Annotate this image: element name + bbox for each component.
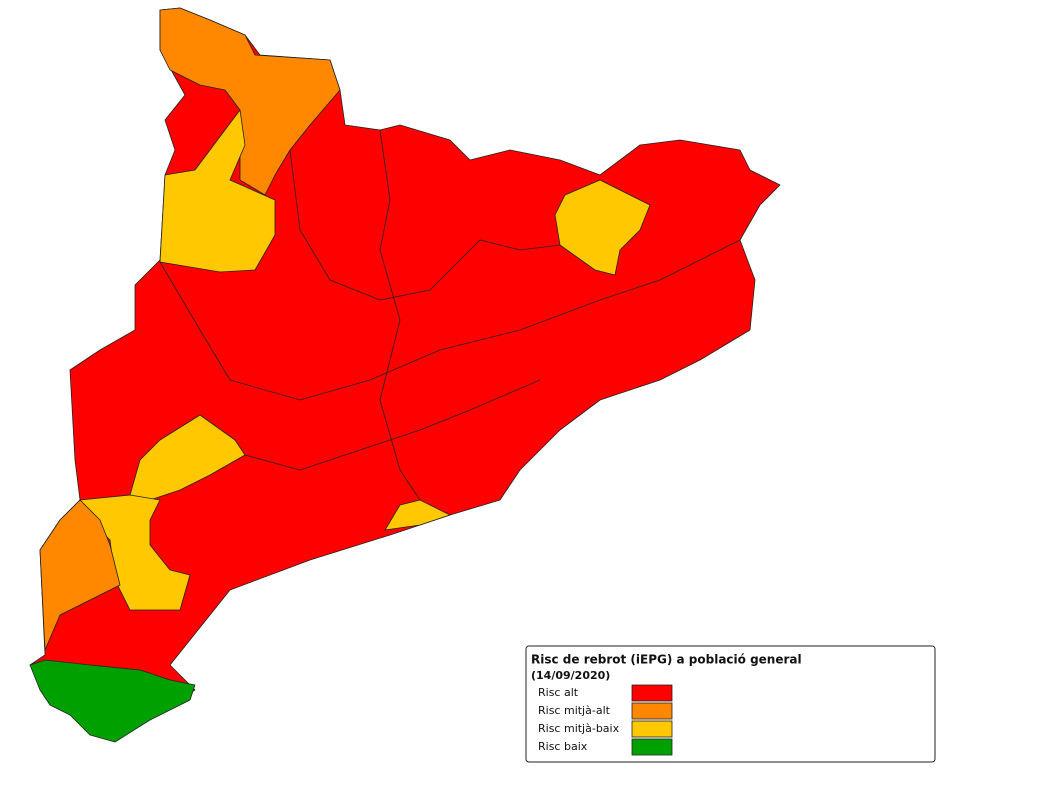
region xyxy=(29,659,196,743)
region xyxy=(159,7,341,196)
border xyxy=(379,129,421,501)
legend-label: Risc mitjà-baix xyxy=(538,722,620,735)
region xyxy=(39,499,121,651)
legend-box xyxy=(525,645,936,763)
legend-label: Risc baix xyxy=(538,740,588,753)
legend: Risc de rebrot (iEPG) a població general… xyxy=(525,645,936,763)
regions xyxy=(29,7,781,743)
region xyxy=(79,494,191,611)
legend-swatch xyxy=(631,720,673,738)
region xyxy=(384,499,451,531)
legend-swatch xyxy=(631,702,673,720)
legend-date: (14/09/2020) xyxy=(531,669,610,682)
region xyxy=(129,414,246,501)
region xyxy=(29,7,781,741)
legend-items: Risc alt Risc mitjà-alt Risc mitjà-baix Ris… xyxy=(538,684,673,756)
border xyxy=(244,379,541,471)
legend-label: Risc alt xyxy=(538,686,579,699)
region xyxy=(554,179,651,276)
legend-swatch xyxy=(631,684,673,702)
legend-label: Risc mitjà-alt xyxy=(538,704,611,717)
border xyxy=(159,239,741,401)
legend-title: Risc de rebrot (iEPG) a població general xyxy=(531,653,802,667)
border xyxy=(289,149,561,301)
legend-swatch xyxy=(631,738,673,756)
region xyxy=(159,109,276,273)
